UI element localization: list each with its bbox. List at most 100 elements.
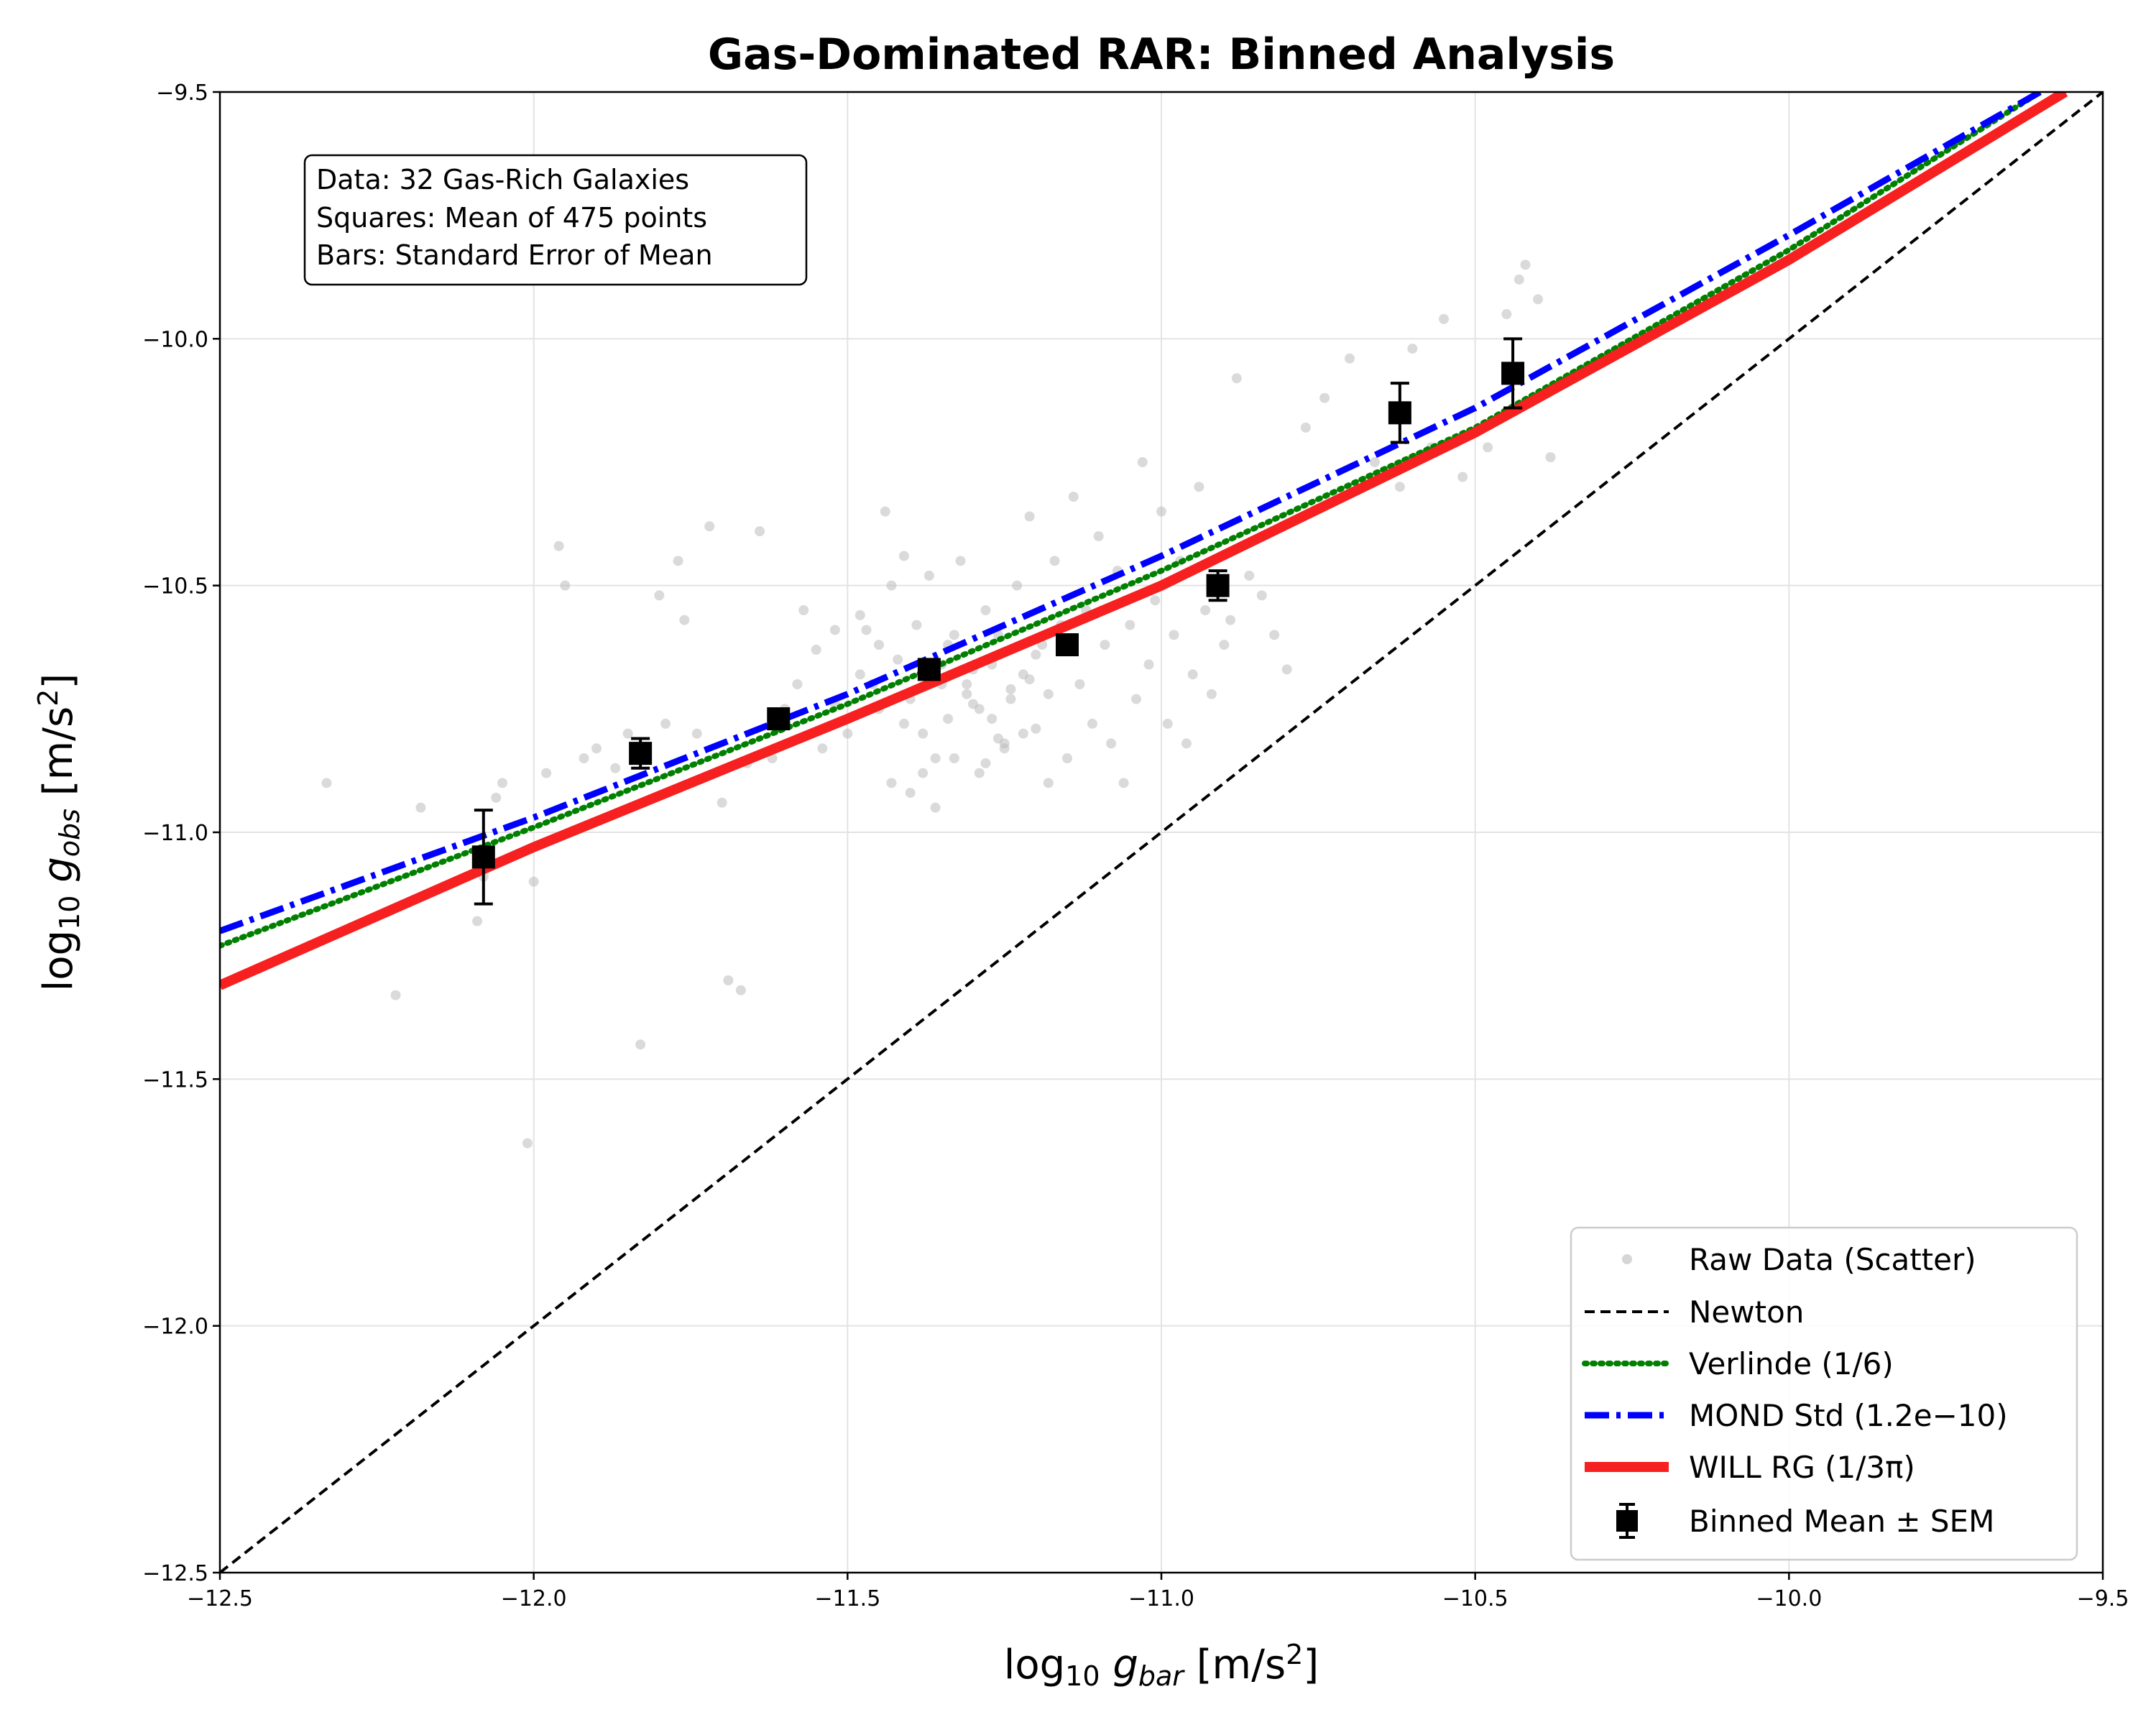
scatter-point [1018, 728, 1028, 739]
scatter-point [980, 605, 991, 615]
scatter-point [472, 916, 483, 926]
scatter-point [1049, 556, 1060, 566]
scatter-point [992, 733, 1003, 744]
scatter-point [817, 743, 828, 754]
scatter-point [1062, 753, 1072, 763]
scatter-point [792, 679, 803, 689]
scatter-point [987, 714, 998, 724]
binned-mean-marker [1388, 401, 1411, 425]
binned-mean-marker [917, 658, 941, 681]
binned-mean-marker [471, 845, 495, 869]
binned-mean-point [917, 658, 941, 681]
scatter-point [1043, 689, 1054, 699]
scatter-point [880, 506, 890, 517]
x-tick-label: −11.5 [814, 1586, 880, 1611]
legend-swatch-binned [1616, 1503, 1638, 1539]
scatter-point [497, 778, 507, 788]
scatter-point [691, 728, 702, 739]
binned-mean-point [629, 737, 653, 770]
scatter-point [962, 679, 972, 689]
scatter-point [1162, 718, 1173, 729]
scatter-point [980, 758, 991, 768]
scatter-point [1150, 595, 1161, 606]
scatter-point [1156, 506, 1166, 517]
scatter-point [1200, 605, 1211, 615]
scatter-point [1024, 511, 1035, 522]
axis-ticks: −12.5 −12.0 −11.5 −11.0 −10.5 −10.0 −9.5 −12.5 −… [142, 80, 2129, 1611]
scatter-point [1394, 482, 1405, 492]
binned-mean-marker [1056, 633, 1079, 657]
scatter-point [893, 654, 903, 665]
line-verlinde [220, 92, 2043, 949]
scatter-point [1269, 630, 1280, 640]
scatter-point [918, 728, 929, 739]
line-will [220, 92, 2068, 990]
scatter-point [886, 778, 897, 788]
scatter-point [1181, 738, 1192, 749]
scatter-point [679, 615, 690, 625]
scatter-point [660, 718, 671, 729]
scatter-point [886, 580, 897, 591]
scatter-point [930, 753, 941, 763]
x-tick-label: −9.5 [2077, 1586, 2129, 1611]
scatter-point [1005, 694, 1016, 704]
scatter-point [1137, 457, 1148, 467]
annotation-line-2: Squares: Mean of 475 points [316, 202, 707, 234]
x-tick-label: −12.5 [187, 1586, 253, 1611]
annotation-box: Data: 32 Gas-Rich Galaxies Squares: Mean… [303, 154, 808, 286]
scatter-point [579, 753, 589, 763]
scatter-point [560, 580, 571, 591]
scatter-point [723, 975, 734, 985]
x-tick-label: −10.5 [1442, 1586, 1508, 1611]
scatter-point [911, 620, 922, 630]
raw-data-scatter [321, 259, 1556, 1149]
scatter-point [1256, 590, 1267, 601]
scatter-point [974, 768, 985, 778]
binned-means [471, 337, 1525, 906]
scatter-point [1345, 353, 1355, 364]
scatter-point [1024, 674, 1035, 685]
scatter-point [1043, 778, 1054, 788]
scatter-point [861, 625, 872, 635]
scatter-point [1219, 640, 1230, 650]
chart-title: Gas-Dominated RAR: Binned Analysis [708, 29, 1615, 80]
y-axis-label: log10 gobs [m/s2] [32, 673, 86, 992]
scatter-point [955, 556, 966, 566]
scatter-point [1031, 723, 1041, 734]
scatter-point [321, 778, 332, 788]
legend: Raw Data (Scatter) Newton Verlinde (1/6)… [1570, 1226, 2078, 1561]
scatter-point [553, 540, 564, 551]
model-lines [220, 92, 2103, 1573]
scatter-point [390, 990, 401, 1000]
y-tick-label: −10.0 [142, 327, 208, 352]
scatter-point [1068, 492, 1079, 502]
scatter-point [717, 797, 727, 808]
scatter-point [949, 753, 959, 763]
scatter-point [798, 605, 809, 615]
scatter-point [1231, 373, 1242, 384]
legend-swatch-scatter [1622, 1254, 1632, 1264]
annotation-line-1: Data: 32 Gas-Rich Galaxies [316, 164, 689, 196]
scatter-point [898, 718, 909, 729]
scatter-point [1514, 274, 1524, 285]
scatter-point [1520, 259, 1531, 270]
x-tick-label: −10.0 [1756, 1586, 1822, 1611]
scatter-point [1319, 392, 1330, 403]
legend-label-newton: Newton [1689, 1294, 1804, 1330]
scatter-point [1169, 630, 1179, 640]
scatter-point [943, 714, 954, 724]
scatter-point [491, 792, 502, 803]
scatter-point [1187, 669, 1198, 680]
binned-mean-point [1388, 382, 1411, 444]
scatter-point [918, 768, 929, 778]
scatter-point [1106, 738, 1117, 749]
scatter-point [874, 640, 884, 650]
scatter-point [1074, 679, 1085, 689]
scatter-point [1031, 649, 1041, 660]
y-tick-label: −10.5 [142, 574, 208, 599]
legend-label-binned: Binned Mean ± SEM [1689, 1504, 1994, 1539]
scatter-point [755, 526, 765, 537]
legend-label-verlinde: Verlinde (1/6) [1689, 1346, 1894, 1381]
x-tick-label: −12.0 [501, 1586, 567, 1611]
